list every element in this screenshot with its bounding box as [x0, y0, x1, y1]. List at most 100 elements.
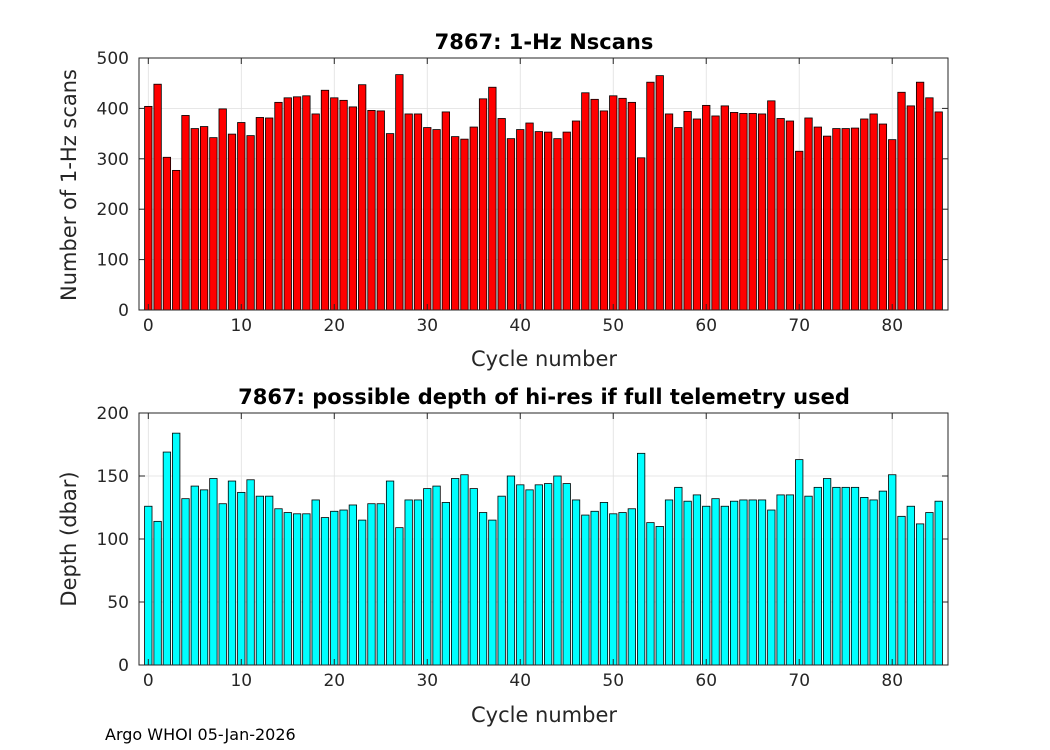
x-tick-label: 0 — [143, 316, 154, 336]
bar — [348, 106, 357, 311]
y-tick-label: 150 — [97, 467, 129, 487]
bar — [283, 512, 292, 666]
bar — [441, 502, 450, 666]
bar — [330, 97, 339, 311]
bar — [497, 495, 506, 666]
bar — [553, 138, 562, 311]
bar — [330, 510, 339, 666]
bar — [850, 486, 860, 666]
chart-nscans: 7867: 1-Hz Nscans Cycle number Number of… — [57, 30, 949, 371]
bar — [897, 515, 906, 666]
bar — [925, 97, 934, 311]
bar — [618, 512, 627, 666]
bar — [599, 110, 609, 311]
x-tick-label: 60 — [695, 671, 717, 691]
bar — [888, 474, 897, 666]
bar — [627, 508, 636, 666]
bar — [283, 97, 292, 311]
x-tick-label: 30 — [416, 671, 438, 691]
bar — [432, 129, 441, 311]
bar — [739, 499, 748, 666]
x-tick-label: 80 — [881, 671, 903, 691]
bar — [478, 512, 488, 666]
bar — [246, 479, 255, 666]
bar — [376, 503, 385, 666]
bar — [822, 135, 832, 311]
bar — [934, 500, 943, 666]
y-tick-label: 400 — [97, 99, 129, 119]
bar — [274, 101, 283, 311]
bar — [637, 157, 646, 311]
x-tick-label: 10 — [230, 671, 252, 691]
x-tick-label: 0 — [143, 671, 154, 691]
bar — [506, 475, 516, 666]
bar — [488, 519, 497, 666]
x-tick-label: 50 — [602, 671, 624, 691]
bar — [813, 126, 822, 311]
bar — [562, 131, 571, 311]
bar — [748, 113, 757, 311]
bar — [516, 484, 525, 666]
bar — [767, 100, 776, 311]
bar — [292, 513, 302, 666]
bar — [795, 150, 804, 311]
bar — [609, 95, 618, 311]
chart-depth: 7867: possible depth of hi-res if full t… — [57, 385, 949, 727]
x-tick-label: 20 — [323, 316, 345, 336]
bar — [413, 499, 423, 666]
bar — [218, 503, 227, 666]
bar — [172, 432, 181, 666]
bar — [637, 452, 646, 666]
bar — [683, 111, 692, 311]
bar — [367, 110, 376, 311]
bar — [804, 495, 813, 666]
bar — [358, 519, 367, 666]
x-tick-label: 60 — [695, 316, 717, 336]
bar — [860, 118, 869, 311]
bar — [190, 485, 199, 666]
bar — [385, 133, 395, 311]
bar — [869, 499, 878, 666]
bar — [320, 89, 330, 311]
bar — [274, 508, 283, 666]
bar — [841, 128, 850, 311]
bar — [664, 499, 674, 666]
bar — [162, 156, 172, 311]
bar — [915, 523, 925, 666]
bar — [488, 86, 497, 311]
bar — [571, 499, 581, 666]
x-tick-label: 50 — [602, 316, 624, 336]
y-tick-label: 50 — [107, 593, 129, 613]
bar — [590, 98, 599, 311]
y-tick-label: 100 — [97, 251, 129, 271]
bar — [878, 490, 888, 666]
y-tick-label: 300 — [97, 150, 129, 170]
bar — [339, 509, 348, 666]
x-tick-label: 10 — [230, 316, 252, 336]
bar — [906, 105, 915, 311]
bar — [144, 105, 153, 311]
bar — [832, 486, 841, 666]
bar — [869, 113, 878, 311]
x-tick-label: 40 — [509, 316, 531, 336]
bar — [395, 527, 404, 666]
bar — [441, 111, 450, 311]
bar — [915, 81, 925, 311]
bar — [692, 494, 702, 666]
bar — [655, 526, 664, 666]
bar — [246, 135, 255, 311]
bar — [460, 474, 469, 666]
bar — [265, 495, 274, 666]
y-tick-label: 200 — [97, 200, 129, 220]
bar — [925, 512, 934, 666]
bar — [395, 74, 404, 311]
bar — [544, 483, 553, 666]
bar — [404, 113, 413, 311]
bar — [581, 92, 590, 311]
bar — [822, 478, 832, 666]
x-tick-label: 70 — [788, 671, 810, 691]
bar — [776, 494, 785, 666]
bar — [525, 489, 534, 666]
bar — [711, 115, 720, 311]
bar — [506, 138, 516, 311]
